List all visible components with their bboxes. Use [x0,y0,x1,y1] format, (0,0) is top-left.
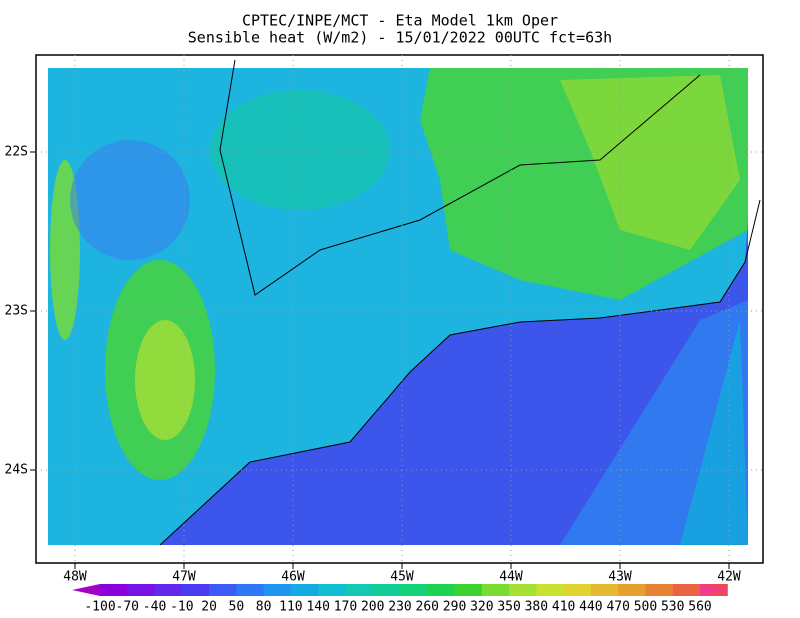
colorbar-label: 20 [201,600,217,615]
ocean-gradient [680,320,748,545]
subtitle: Sensible heat (W/m2) - 15/01/2022 00UTC … [188,29,612,47]
colorbar-label: 410 [552,600,575,615]
colorbar-label: 470 [606,600,629,615]
colorbar-label: 500 [634,600,657,615]
colorbar-label: 140 [306,600,329,615]
lon-label: 44W [499,570,523,585]
colorbar-label: 560 [688,600,711,615]
colorbar-segment [372,584,401,596]
colorbar-label: 230 [388,600,411,615]
colorbar-label: -10 [170,600,193,615]
colorbar-label: 110 [279,600,302,615]
colorbar-label: 530 [661,600,684,615]
lon-label: 47W [172,570,196,585]
colorbar-label: 170 [334,600,357,615]
colorbar-segment [100,584,128,596]
lon-label: 48W [63,570,87,585]
colorbar-segment [181,584,210,596]
lon-label: 43W [608,570,632,585]
hot-area [135,320,195,440]
colorbar-label: 320 [470,600,493,615]
coastline [159,59,761,546]
colorbar-label: 440 [579,600,602,615]
lat-label: 23S [5,304,28,319]
axes: 22S 23S 24S 48W 47W 46W 45W 44W 43W 42W [5,55,763,585]
colorbar-label: 350 [497,600,520,615]
colorbar-label: -40 [143,600,166,615]
colorbar-segment [672,584,701,596]
colorbar-segment [481,584,510,596]
colorbar-end [72,584,100,596]
colorbar-segment [536,584,565,596]
colorbar-segment [427,584,456,596]
colorbar-segment [400,584,428,596]
colorbar-segment [645,584,674,596]
colorbar-label: 260 [416,600,439,615]
lon-label: 45W [390,570,414,585]
colorbar-label: 290 [443,600,466,615]
colorbar-label: -100 [84,600,115,615]
lon-label: 46W [281,570,305,585]
colorbar-label: 80 [256,600,272,615]
colorbar-segment [345,584,374,596]
colorbar: -100 -70 -40 -10 20 50 80 110 140 170 200 230 260 290… [72,584,728,615]
cool-area [70,140,190,260]
colorbar-segment [209,584,237,596]
colorbar-segment [290,584,319,596]
lon-label: 42W [717,570,741,585]
colorbar-end [700,584,728,596]
colorbar-label: 50 [229,600,245,615]
colorbar-label: -70 [116,600,139,615]
field [48,59,761,546]
hot-area [560,75,740,250]
colorbar-segment [454,584,483,596]
title: CPTEC/INPE/MCT - Eta Model 1km Oper [242,12,558,30]
colorbar-segment [318,584,346,596]
colorbar-segment [618,584,646,596]
ocean [160,220,748,545]
mild-area [210,90,390,210]
colorbar-segment [563,584,592,596]
colorbar-label: 200 [361,600,384,615]
colorbar-segment [263,584,292,596]
colorbar-segment [127,584,156,596]
lat-label: 24S [5,463,28,478]
colorbar-segment [154,584,183,596]
colorbar-segment [509,584,537,596]
colorbar-segment [236,584,265,596]
colorbar-segment [590,584,619,596]
lat-label: 22S [5,145,28,160]
colorbar-label: 380 [525,600,548,615]
